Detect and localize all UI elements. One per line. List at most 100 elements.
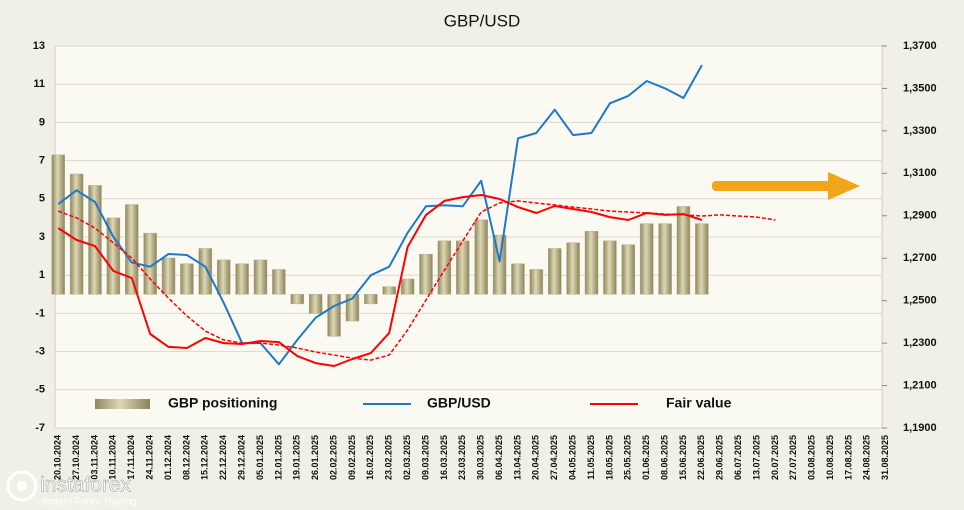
y-tick-label: 3 — [39, 231, 45, 243]
x-tick-label: 01.06.2025 — [641, 435, 651, 480]
x-tick-label: 08.06.2025 — [659, 435, 669, 480]
x-tick-label: 27.04.2025 — [549, 435, 559, 480]
x-tick-label: 24.11.2024 — [145, 435, 155, 480]
bar — [584, 231, 599, 295]
y-tick-label: 13 — [33, 40, 45, 52]
bar — [143, 232, 157, 295]
y2-tick-label: 1,3700 — [903, 40, 937, 52]
x-tick-label: 30.03.2025 — [476, 435, 486, 480]
x-tick-label: 08.12.2024 — [181, 435, 191, 480]
bar — [180, 263, 194, 295]
bar — [253, 259, 268, 295]
x-tick-label: 27.07.2025 — [788, 435, 798, 480]
x-tick-label: 15.12.2024 — [200, 435, 210, 480]
bar — [88, 185, 102, 295]
x-tick-label: 04.05.2025 — [567, 435, 577, 480]
legend-label: GBP/USD — [427, 395, 491, 411]
x-tick-label: 19.01.2025 — [292, 435, 302, 480]
x-tick-label: 22.06.2025 — [696, 435, 706, 480]
y2-tick-label: 1,3300 — [903, 125, 937, 137]
x-tick-label: 23.02.2025 — [384, 435, 394, 480]
x-tick-label: 29.12.2024 — [236, 435, 246, 480]
bar — [161, 257, 176, 295]
x-tick-label: 09.02.2025 — [347, 435, 357, 480]
y2-tick-label: 1,2300 — [903, 337, 937, 349]
layer: -7-5-3-11357911131,19001,21001,23001,250… — [33, 40, 937, 480]
x-tick-label: 22.12.2024 — [218, 435, 228, 480]
x-tick-label: 03.11.2024 — [89, 435, 99, 480]
watermark-brand: instaforex — [40, 474, 132, 497]
x-tick-label: 23.03.2025 — [457, 435, 467, 480]
bar — [658, 223, 672, 295]
y-tick-label: 7 — [39, 155, 45, 167]
bar — [382, 286, 396, 295]
y2-tick-label: 1,2900 — [903, 210, 937, 222]
x-tick-label: 02.03.2025 — [402, 435, 412, 480]
chart-title: GBP/USD — [444, 11, 521, 30]
bar — [419, 253, 433, 295]
y-tick-label: 5 — [39, 193, 45, 205]
bar — [327, 294, 341, 337]
x-tick-label: 03.08.2025 — [807, 435, 817, 480]
bar — [474, 219, 488, 295]
x-tick-label: 26.01.2025 — [310, 435, 320, 480]
y-tick-label: -1 — [35, 307, 45, 319]
x-tick-label: 18.05.2025 — [604, 435, 614, 480]
y-tick-label: 9 — [39, 116, 45, 128]
bar — [639, 223, 654, 295]
x-tick-label: 02.02.2025 — [328, 435, 338, 480]
bar — [308, 294, 323, 314]
x-tick-label: 06.04.2025 — [494, 435, 504, 480]
bar — [676, 206, 691, 295]
bar — [437, 240, 452, 295]
legend-label: Fair value — [666, 395, 732, 411]
y2-tick-label: 1,3500 — [903, 82, 937, 94]
bar — [272, 269, 286, 295]
x-tick-label: 27.10.2024 — [71, 435, 81, 480]
bar — [603, 240, 617, 295]
legend-swatch — [95, 399, 150, 409]
x-tick-label: 12.01.2025 — [273, 435, 283, 480]
x-tick-label: 24.08.2025 — [862, 435, 872, 480]
y-tick-label: 1 — [39, 269, 45, 281]
bar — [290, 294, 305, 305]
line — [57, 194, 703, 367]
bar — [695, 223, 709, 295]
x-tick-label: 01.12.2024 — [163, 435, 173, 480]
x-tick-label: 09.03.2025 — [420, 435, 430, 480]
bar — [235, 263, 249, 295]
bar — [51, 154, 65, 295]
x-tick-label: 13.07.2025 — [751, 435, 761, 480]
bar — [621, 244, 636, 295]
y2-tick-label: 1,2500 — [903, 295, 937, 307]
x-tick-label: 10.11.2024 — [108, 435, 118, 480]
x-tick-label: 16.03.2025 — [439, 435, 449, 480]
y-tick-label: -3 — [35, 346, 45, 358]
bar — [106, 217, 121, 295]
bar — [511, 263, 525, 295]
x-tick-label: 31.08.2025 — [880, 435, 890, 480]
x-tick-label: 15.06.2025 — [678, 435, 688, 480]
x-tick-label: 11.05.2025 — [586, 435, 596, 480]
bar — [69, 173, 84, 295]
bar — [125, 204, 139, 295]
bar — [345, 294, 360, 322]
y-tick-label: -5 — [35, 384, 45, 396]
bar — [566, 242, 580, 295]
x-tick-label: 06.07.2025 — [733, 435, 743, 480]
legend-label: GBP positioning — [168, 395, 277, 411]
bar — [529, 269, 544, 295]
line — [57, 200, 776, 361]
x-tick-label: 05.01.2025 — [255, 435, 265, 480]
y-tick-label: -7 — [35, 422, 45, 434]
x-tick-label: 29.06.2025 — [715, 435, 725, 480]
x-tick-label: 20.10.2024 — [53, 435, 63, 480]
y2-tick-label: 1,2100 — [903, 379, 937, 391]
x-tick-label: 20.07.2025 — [770, 435, 780, 480]
x-tick-label: 17.11.2024 — [126, 435, 136, 480]
y2-tick-label: 1,1900 — [903, 422, 937, 434]
y2-tick-label: 1,2700 — [903, 252, 937, 264]
x-tick-label: 25.05.2025 — [623, 435, 633, 480]
y-tick-label: 11 — [33, 78, 45, 90]
